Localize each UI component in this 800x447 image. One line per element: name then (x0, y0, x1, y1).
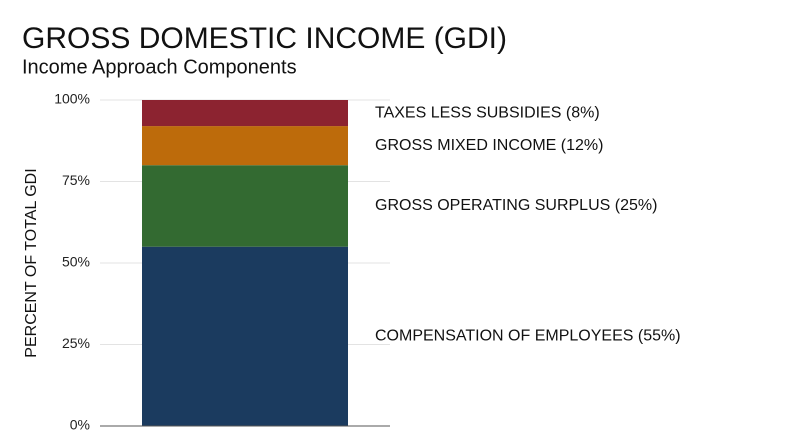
segment-label: GROSS OPERATING SURPLUS (25%) (375, 197, 657, 214)
y-tick-label: 25% (62, 335, 90, 351)
segment-label: COMPENSATION OF EMPLOYEES (55%) (375, 328, 681, 345)
y-tick-label: 0% (70, 417, 90, 433)
bar-segment (142, 126, 348, 166)
segment-label: TAXES LESS SUBSIDIES (8%) (375, 104, 600, 121)
y-axis-title: PERCENT OF TOTAL GDI (23, 168, 40, 357)
segment-label: GROSS MIXED INCOME (12%) (375, 137, 603, 154)
bar-segment (142, 165, 348, 247)
y-tick-label: 50% (62, 254, 90, 270)
y-tick-label: 100% (54, 91, 90, 107)
bar-segment (142, 100, 348, 127)
chart-subtitle: Income Approach Components (22, 56, 297, 78)
chart-title: GROSS DOMESTIC INCOME (GDI) (22, 22, 507, 55)
y-tick-label: 75% (62, 172, 90, 188)
bar-segment (142, 246, 348, 426)
